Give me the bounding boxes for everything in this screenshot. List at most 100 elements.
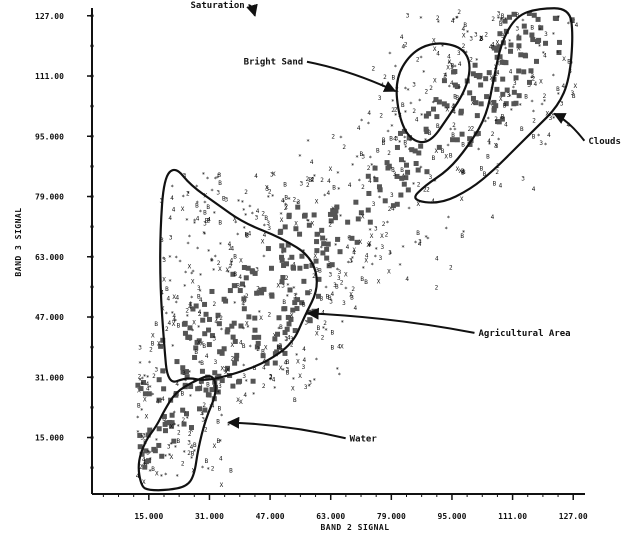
scatter-cell (239, 281, 245, 287)
scatter-point: 3 (388, 249, 392, 256)
scatter-point: * (335, 267, 339, 274)
scatter-point: B (308, 177, 312, 184)
scatter-point: B (486, 153, 490, 160)
scatter-point: 4 (172, 317, 176, 324)
scatter-point: 2 (394, 106, 398, 113)
scatter-cell (233, 356, 239, 362)
scatter-point: X (488, 101, 492, 108)
scatter-point: * (447, 84, 451, 91)
scatter-point: B (320, 296, 324, 303)
scatter-point: B (530, 24, 534, 31)
scatter-cell (139, 451, 145, 457)
scatter-point: * (242, 363, 246, 370)
scatter-cell (254, 344, 260, 350)
scatter-cell (252, 270, 258, 276)
scatter-cell (258, 287, 264, 293)
scatter-cell (302, 212, 308, 218)
scatter-point: 2 (185, 308, 189, 315)
scatter-point: X (233, 216, 237, 223)
scatter-point: 4 (196, 215, 200, 222)
scatter-point: * (228, 265, 232, 272)
scatter-point: * (552, 31, 556, 38)
scatter-point: 2 (491, 16, 495, 23)
scatter-point: * (285, 338, 289, 345)
tick-labels: 15.000 31.000 47.000 63.000 79.000 95.000 111.… (35, 12, 588, 521)
scatter-point: 4 (243, 392, 247, 399)
scatter-cell (223, 298, 229, 304)
scatter-point: B (177, 438, 181, 445)
scatter-point: * (216, 390, 220, 397)
scatter-point: 3 (286, 366, 290, 373)
scatter-point: B (165, 286, 169, 293)
scatter-point: B (453, 93, 457, 100)
scatter-point: 4 (450, 80, 454, 87)
scatter-cell (162, 428, 168, 434)
scatter-point: 2 (290, 341, 294, 348)
scatter-point: B (283, 182, 287, 189)
scatter-point: * (186, 313, 190, 320)
scatter-point: B (567, 59, 571, 66)
scatter-cell (206, 392, 212, 398)
scatter-cell (516, 68, 522, 74)
scatter-point: * (372, 175, 376, 182)
scatter-point: B (151, 466, 155, 473)
scatter-point: * (184, 378, 188, 385)
scatter-point: X (349, 291, 353, 298)
scatter-point: X (280, 217, 284, 224)
region-outlines (137, 7, 574, 492)
scatter-point: B (328, 295, 332, 302)
scatter-point: X (231, 342, 235, 349)
y-minor-tick (90, 466, 94, 470)
scatter-cell (321, 241, 327, 247)
scatter-point: 4 (262, 365, 266, 372)
scatter-cell (203, 311, 209, 317)
scatter-point: * (175, 474, 179, 481)
scatter-point: X (517, 45, 521, 52)
scatter-cell (398, 192, 404, 198)
scatter-cell (307, 318, 313, 324)
scatter-cell (264, 360, 270, 366)
scatter-cell (216, 373, 222, 379)
scatter-point: 4 (256, 208, 260, 215)
scatter-point: * (201, 412, 205, 419)
scatter-point: 2 (269, 374, 273, 381)
scatter-point: 2 (462, 43, 466, 50)
scatter-cell (328, 218, 334, 224)
scatter-point: * (496, 15, 500, 22)
scatter-cell (418, 143, 424, 149)
scatter-cell (444, 103, 450, 109)
scatter-point: 4 (327, 178, 331, 185)
scatter-cell (309, 262, 315, 268)
scatter-point: 4 (365, 253, 369, 260)
scatter-point: X (290, 312, 294, 319)
scatter-point: * (183, 284, 187, 291)
x-tick-label: 47.000 (256, 512, 285, 521)
scatter-point: * (532, 109, 536, 116)
scatter-point: * (295, 352, 299, 359)
scatter-point: * (306, 218, 310, 225)
scatter-cell (450, 137, 456, 143)
scatter-cell (386, 163, 392, 169)
scatter-point: * (287, 196, 291, 203)
scatter-cell (511, 11, 517, 17)
scatter-point: X (239, 258, 243, 265)
scatter-point: 2 (426, 187, 430, 194)
scatter-point: B (391, 166, 395, 173)
scatter-cell (366, 190, 372, 196)
scatter-point: 3 (284, 335, 288, 342)
scatter-point: B (253, 365, 257, 372)
scatter-point: * (447, 60, 451, 67)
scatter-point: * (198, 360, 202, 367)
scatter-point: 3 (293, 293, 297, 300)
scatter-cell (326, 263, 332, 269)
scatter-point: * (512, 85, 516, 92)
scatter-point: * (271, 194, 275, 201)
scatter-cell (390, 203, 396, 209)
scatter-point: X (562, 56, 566, 63)
scatter-point: * (269, 377, 273, 384)
scatter-cell (333, 208, 339, 214)
scatter-point: * (174, 318, 178, 325)
scatter-point: * (466, 30, 470, 37)
scatter-point: 3 (162, 257, 166, 264)
y-minor-tick (90, 345, 94, 349)
